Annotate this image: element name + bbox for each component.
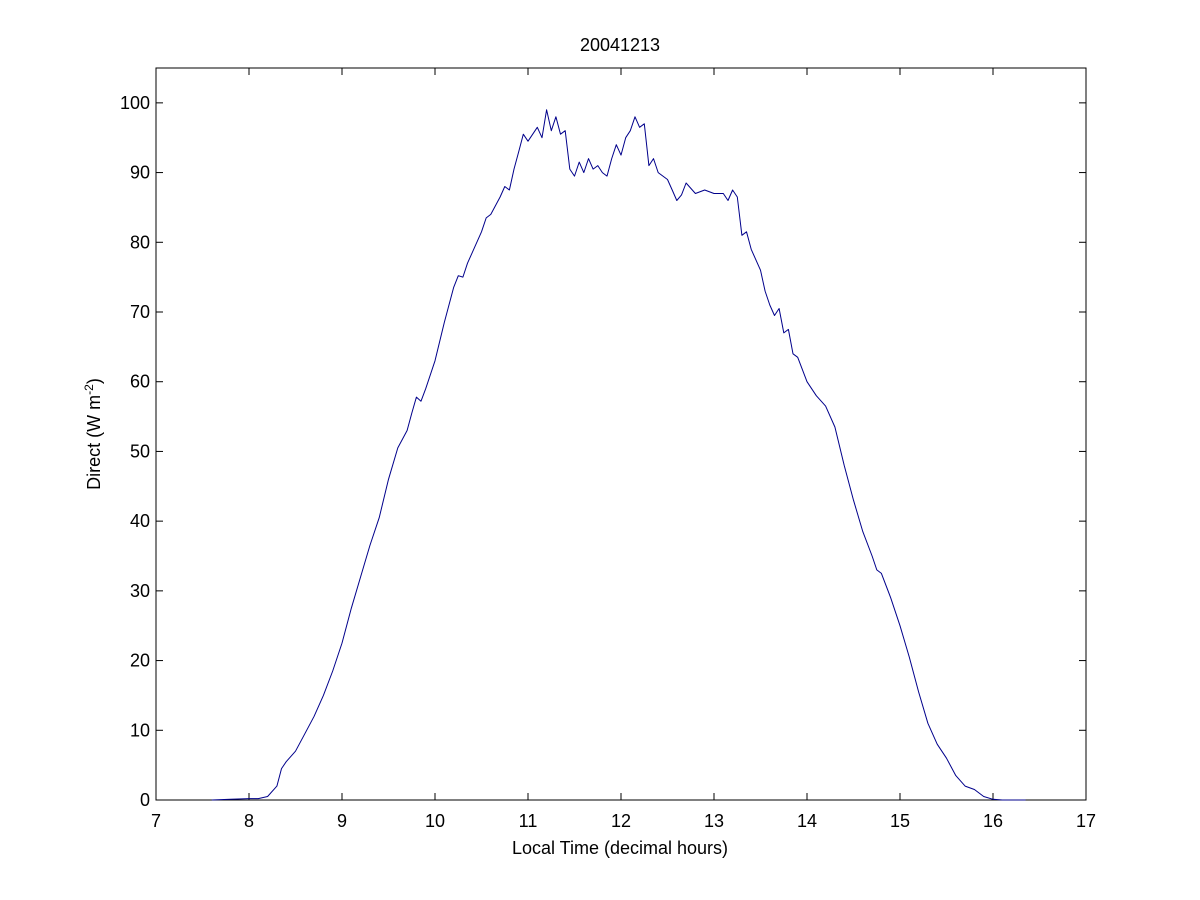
x-tick-label: 14 — [797, 811, 817, 831]
x-tick-label: 9 — [337, 811, 347, 831]
x-tick-label: 13 — [704, 811, 724, 831]
y-axis-label: Direct (W m-2) — [82, 378, 104, 490]
x-tick-label: 16 — [983, 811, 1003, 831]
y-tick-label: 70 — [130, 302, 150, 322]
x-tick-label: 7 — [151, 811, 161, 831]
x-tick-label: 15 — [890, 811, 910, 831]
y-tick-label: 60 — [130, 372, 150, 392]
y-tick-label: 10 — [130, 720, 150, 740]
x-tick-label: 12 — [611, 811, 631, 831]
x-axis-label: Local Time (decimal hours) — [512, 838, 728, 858]
x-tick-label: 17 — [1076, 811, 1096, 831]
y-axis-label-text: Direct (W m — [84, 395, 104, 490]
x-tick-label: 10 — [425, 811, 445, 831]
x-tick-label: 8 — [244, 811, 254, 831]
series-layer — [211, 109, 1026, 801]
x-axis-ticks: 7 8 9 10 11 12 13 14 15 16 17 — [151, 68, 1096, 831]
y-tick-label: 30 — [130, 581, 150, 601]
series-line — [211, 109, 1026, 801]
y-tick-label: 20 — [130, 651, 150, 671]
y-tick-label: 40 — [130, 511, 150, 531]
y-tick-label: 0 — [140, 790, 150, 810]
y-axis-label-close: ) — [84, 378, 104, 384]
chart-title: 20041213 — [580, 35, 660, 55]
y-axis-ticks: 0 10 20 30 40 50 60 70 80 90 100 — [120, 93, 1086, 810]
x-tick-label: 11 — [519, 811, 538, 831]
y-tick-label: 90 — [130, 163, 150, 183]
y-tick-label: 80 — [130, 232, 150, 252]
y-tick-label: 100 — [120, 93, 150, 113]
y-axis-label-exponent: -2 — [82, 384, 96, 395]
y-tick-label: 50 — [130, 441, 150, 461]
axes-box — [155, 67, 1087, 801]
